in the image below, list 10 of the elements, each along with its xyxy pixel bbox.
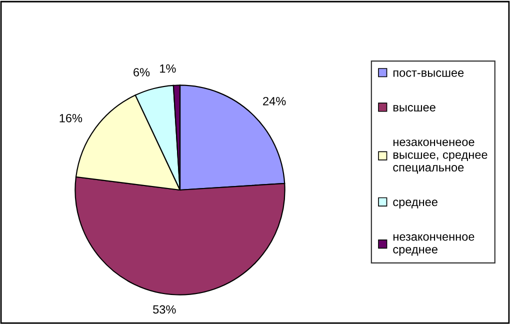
data-label: 6% xyxy=(134,68,150,76)
data-label: 24% xyxy=(263,96,286,106)
data-label: 53% xyxy=(153,305,176,314)
legend-label: высшее xyxy=(393,105,436,112)
legend-label: незаконченное среднее xyxy=(393,234,474,256)
legend-label: незаконченеое высшее, среднее специальное xyxy=(393,140,488,174)
data-label: 16% xyxy=(60,114,82,122)
data-label: 1% xyxy=(160,64,176,73)
legend-label: пост-высшее xyxy=(393,70,464,77)
legend-label: среднее xyxy=(393,200,438,208)
